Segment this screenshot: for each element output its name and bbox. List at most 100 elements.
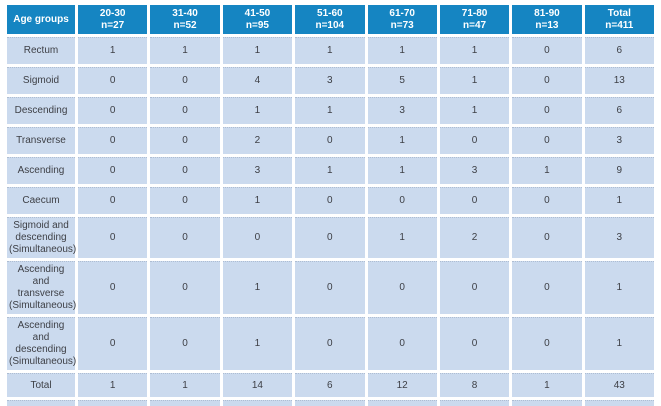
data-cell: 3: [584, 127, 654, 154]
table-row: Caecum 0 0 1 0 0 0 0 1: [7, 187, 654, 214]
header-range: 61-70: [389, 7, 415, 19]
data-cell: 0: [150, 187, 220, 214]
table-row-percentage: Percentage * 3.7% 2% 15% 6% 16% 17% 7.% …: [7, 400, 654, 406]
data-cell: 1: [439, 37, 510, 64]
data-cell: 4: [222, 67, 293, 94]
header-cell: 61-70 n=73: [367, 5, 437, 34]
data-cell: 1: [295, 157, 365, 184]
age-groups-table: Age groups 20-30 n=27 31-40 n=52 41-50 n…: [4, 2, 657, 406]
data-cell: 1: [222, 187, 293, 214]
data-cell: 0: [295, 261, 365, 314]
data-cell: 1: [512, 373, 582, 397]
table-row: Ascending and transverse (Simultaneous) …: [7, 261, 654, 314]
table-row: Sigmoid and descending (Simultaneous) 0 …: [7, 217, 654, 258]
data-cell: 13: [584, 67, 654, 94]
header-range: 31-40: [172, 7, 198, 19]
data-cell: 0: [222, 217, 293, 258]
header-range: 81-90: [534, 7, 560, 19]
data-cell: 16%: [367, 400, 437, 406]
data-cell: 0: [439, 187, 510, 214]
data-cell: 0: [512, 317, 582, 370]
data-cell: 0: [78, 317, 148, 370]
data-cell: 8: [439, 373, 510, 397]
table-row: Sigmoid 0 0 4 3 5 1 0 13: [7, 67, 654, 94]
table-row: Rectum 1 1 1 1 1 1 0 6: [7, 37, 654, 64]
header-n: n=73: [390, 19, 414, 31]
data-cell: 3: [439, 157, 510, 184]
row-label: Ascending: [7, 157, 75, 184]
data-cell: 2: [439, 217, 510, 258]
data-cell: 0: [512, 67, 582, 94]
header-n: n=52: [173, 19, 197, 31]
data-cell: 0: [150, 217, 220, 258]
data-cell: 3.7%: [78, 400, 148, 406]
header-cell: 20-30 n=27: [78, 5, 148, 34]
data-cell: 2%: [150, 400, 220, 406]
header-range: Total: [607, 7, 631, 19]
data-cell: 1: [512, 157, 582, 184]
row-label: Sigmoid and descending (Simultaneous): [7, 217, 76, 258]
table-row: Descending 0 0 1 1 3 1 0 6: [7, 97, 654, 124]
header-cell: 71-80 n=47: [439, 5, 510, 34]
data-cell: 14: [222, 373, 293, 397]
data-cell: 0: [512, 261, 582, 314]
data-cell: 1: [367, 217, 437, 258]
row-label: Total: [7, 373, 75, 397]
header-cell: 51-60 n=104: [295, 5, 365, 34]
data-cell: 0: [439, 127, 510, 154]
data-cell: 6: [584, 37, 654, 64]
table-row: Ascending 0 0 3 1 1 3 1 9: [7, 157, 654, 184]
data-cell: 6: [295, 373, 365, 397]
header-range: 20-30: [99, 7, 126, 19]
row-label: Caecum: [7, 187, 75, 214]
header-row: Age groups 20-30 n=27 31-40 n=52 41-50 n…: [7, 5, 654, 34]
data-cell: 0: [78, 187, 148, 214]
data-cell: 7.%: [512, 400, 582, 406]
data-cell: 1: [367, 37, 437, 64]
row-label: Transverse: [7, 127, 75, 154]
data-cell: 0: [512, 97, 582, 124]
header-range: 71-80: [461, 7, 488, 19]
data-cell: 3: [222, 157, 293, 184]
data-cell: 6%: [295, 400, 365, 406]
row-label: Ascending and transverse (Simultaneous): [7, 261, 76, 314]
header-cell: 81-90 n=13: [512, 5, 582, 34]
header-n: n=47: [463, 19, 487, 31]
data-cell: 0: [295, 187, 365, 214]
data-cell: 3: [367, 97, 437, 124]
data-cell: 0: [150, 127, 220, 154]
row-label: Rectum: [7, 37, 75, 64]
row-label: Sigmoid: [7, 67, 75, 94]
header-cell: 41-50 n=95: [222, 5, 293, 34]
data-cell: 1: [150, 37, 220, 64]
data-cell: 0: [295, 217, 365, 258]
header-n: n=411: [605, 19, 634, 31]
data-cell: 1: [584, 317, 654, 370]
data-cell: 1: [295, 97, 365, 124]
header-cell: Total n=411: [584, 5, 654, 34]
data-cell: 1: [584, 261, 654, 314]
data-cell: 1: [78, 37, 148, 64]
data-cell: 0: [367, 261, 437, 314]
data-cell: 3: [295, 67, 365, 94]
data-cell: 0: [150, 97, 220, 124]
data-cell: 0: [78, 67, 148, 94]
header-n: n=13: [535, 19, 559, 31]
data-cell: 0: [78, 127, 148, 154]
data-cell: 6: [584, 97, 654, 124]
data-cell: 1: [584, 187, 654, 214]
data-cell: 1: [150, 373, 220, 397]
header-range: 41-50: [244, 7, 271, 19]
header-cell: 31-40 n=52: [150, 5, 220, 34]
data-cell: 0: [78, 97, 148, 124]
data-cell: 1: [78, 373, 148, 397]
data-cell: 0: [78, 217, 148, 258]
data-cell: 0: [512, 127, 582, 154]
data-cell: 5: [367, 67, 437, 94]
row-label: Descending: [7, 97, 75, 124]
data-cell: 2: [222, 127, 293, 154]
data-cell: 3: [584, 217, 654, 258]
data-cell: 1: [222, 317, 293, 370]
data-cell: 1: [367, 157, 437, 184]
header-n: n=104: [315, 19, 345, 31]
